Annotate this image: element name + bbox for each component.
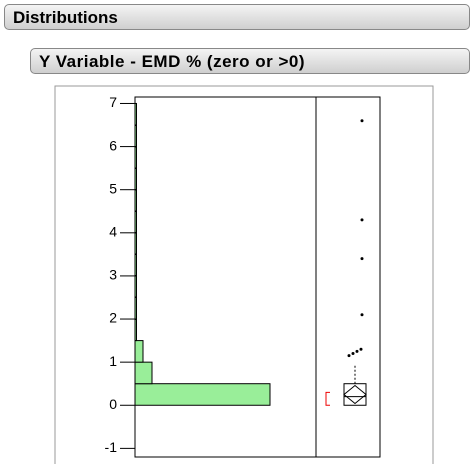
- mean-diamond: [343, 384, 367, 405]
- histogram-bar: [134, 102, 137, 126]
- y-tick-label: 4: [109, 224, 117, 240]
- outlier: [355, 349, 359, 353]
- panel-frame: [54, 85, 434, 464]
- histogram-bar: [134, 296, 137, 320]
- histogram-bar: [134, 189, 137, 212]
- outlier: [347, 354, 351, 358]
- y-tick-label: 1: [109, 353, 117, 369]
- y-tick-label: 5: [109, 180, 117, 196]
- histogram-bar: [134, 167, 137, 191]
- y-tick-label: 3: [109, 267, 117, 283]
- histogram-bar: [134, 318, 137, 342]
- box: [343, 383, 367, 406]
- y-tick-label: 6: [109, 137, 117, 153]
- shortest-half-bracket: [325, 391, 330, 406]
- histogram-bar: [134, 383, 271, 406]
- y-tick-label: 7: [109, 94, 117, 110]
- histogram-bar: [134, 340, 144, 363]
- histogram-bar: [134, 232, 137, 255]
- histogram-bar: [134, 275, 137, 298]
- histogram-bar: [134, 253, 137, 277]
- histogram-bar: [134, 210, 137, 234]
- y-tick-label: -1: [105, 439, 118, 455]
- section-header[interactable]: Distributions: [4, 4, 470, 30]
- outlier: [359, 347, 363, 351]
- y-tick-label: 2: [109, 310, 117, 326]
- histogram-bar: [134, 361, 153, 385]
- histogram-bar: [134, 124, 137, 148]
- outlier: [360, 313, 364, 317]
- outlier: [360, 257, 364, 261]
- histogram-bar: [134, 146, 137, 169]
- outlier: [360, 218, 364, 222]
- outlier: [360, 119, 364, 123]
- y-tick-label: 0: [109, 396, 117, 412]
- subsection-header[interactable]: Y Variable - EMD % (zero or >0): [30, 48, 470, 74]
- outlier: [351, 352, 355, 356]
